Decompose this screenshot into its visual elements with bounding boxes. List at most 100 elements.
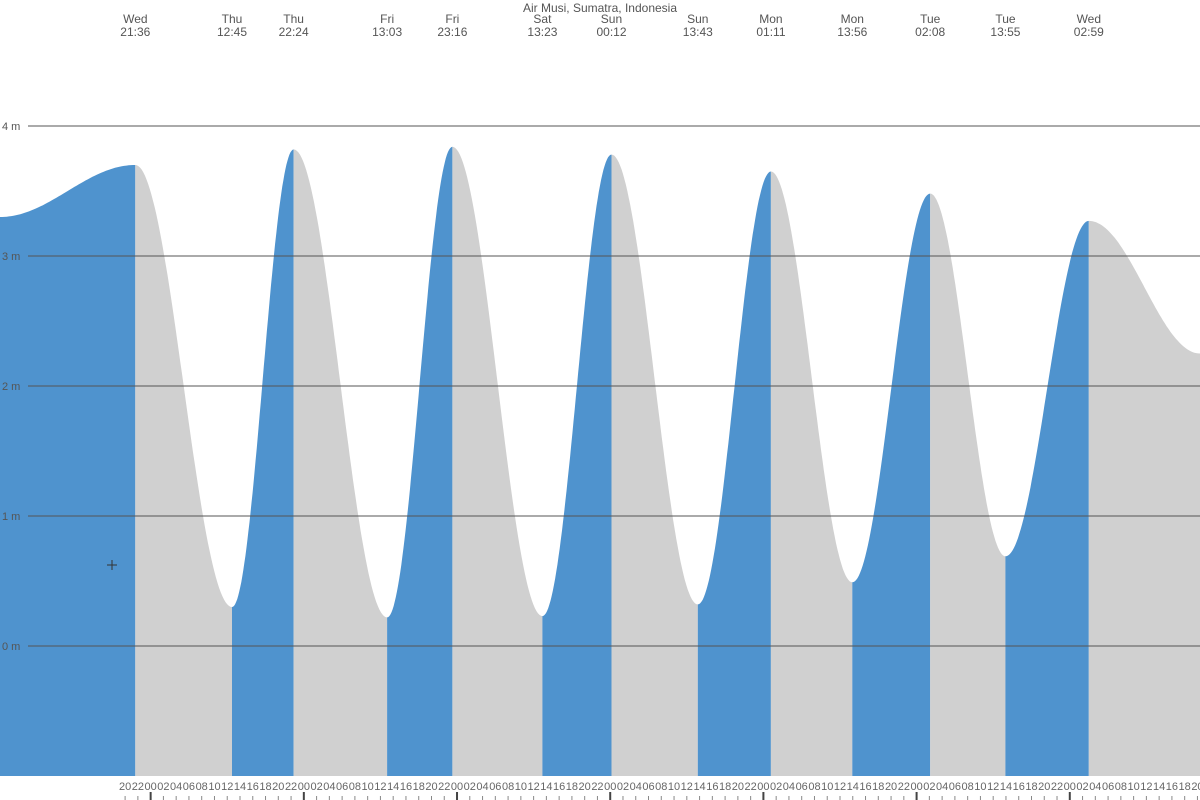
hour-tick-label: 12 — [221, 781, 233, 793]
hour-tick-label: 22 — [438, 781, 450, 793]
extreme-day-label: Wed — [123, 12, 147, 26]
extreme-time-label: 23:16 — [437, 25, 467, 39]
hour-tick-label: 14 — [1000, 781, 1012, 793]
hour-tick-label: 00 — [910, 781, 922, 793]
hour-tick-label: 06 — [949, 781, 961, 793]
y-tick-label: 0 m — [2, 641, 20, 653]
hour-tick-label: 18 — [566, 781, 578, 793]
hour-tick-label: 10 — [974, 781, 986, 793]
hour-tick-label: 12 — [1140, 781, 1152, 793]
hour-tick-label: 10 — [1127, 781, 1139, 793]
hour-tick-label: 18 — [719, 781, 731, 793]
hour-tick-label: 04 — [170, 781, 182, 793]
hour-tick-label: 06 — [489, 781, 501, 793]
hour-tick-label: 18 — [1179, 781, 1191, 793]
hour-tick-label: 14 — [540, 781, 552, 793]
hour-tick-label: 02 — [617, 781, 629, 793]
hour-tick-label: 14 — [387, 781, 399, 793]
extreme-time-label: 00:12 — [596, 25, 626, 39]
hour-tick-label: 20 — [732, 781, 744, 793]
tide-areas — [0, 146, 1200, 777]
extreme-day-label: Sun — [601, 12, 622, 26]
hour-tick-label: 20 — [579, 781, 591, 793]
rising-tide-segment — [387, 146, 453, 777]
hour-tick-label: 16 — [553, 781, 565, 793]
extreme-time-label: 13:55 — [990, 25, 1020, 39]
extreme-day-label: Thu — [283, 12, 304, 26]
hour-tick-label: 08 — [196, 781, 208, 793]
extreme-day-label: Mon — [841, 12, 864, 26]
y-axis-labels: 0 m 1 m 2 m 3 m 4 m — [2, 121, 20, 653]
extreme-time-label: 13:23 — [527, 25, 557, 39]
rising-tide-segment — [1005, 220, 1089, 776]
hour-tick-label: 14 — [693, 781, 705, 793]
hour-tick-label: 08 — [502, 781, 514, 793]
extreme-day-label: Mon — [759, 12, 782, 26]
extreme-labels: Wed21:36Thu12:45Thu22:24Fri13:03Fri23:16… — [120, 12, 1104, 39]
hour-tick-label: 14 — [234, 781, 246, 793]
hour-tick-label: 12 — [527, 781, 539, 793]
hour-tick-label: 22 — [898, 781, 910, 793]
extreme-time-label: 01:11 — [756, 25, 785, 39]
hour-tick-label: 20 — [885, 781, 897, 793]
extreme-day-label: Sun — [687, 12, 708, 26]
hour-tick-label: 20 — [1191, 781, 1200, 793]
hour-tick-label: 06 — [183, 781, 195, 793]
hour-tick-label: 10 — [821, 781, 833, 793]
hour-tick-label: 16 — [859, 781, 871, 793]
falling-tide-segment — [135, 165, 232, 776]
hour-tick-label: 02 — [770, 781, 782, 793]
hour-tick-label: 06 — [796, 781, 808, 793]
hour-tick-label: 20 — [119, 781, 131, 793]
rising-tide-segment — [0, 165, 136, 776]
hour-tick-label: 16 — [706, 781, 718, 793]
y-tick-label: 4 m — [2, 121, 20, 133]
extreme-time-label: 02:08 — [915, 25, 945, 39]
falling-tide-segment — [452, 146, 543, 777]
hour-axis-band — [0, 776, 1200, 800]
extreme-day-label: Sat — [533, 12, 552, 26]
hour-tick-label: 02 — [1076, 781, 1088, 793]
hour-tick-label: 16 — [400, 781, 412, 793]
hour-tick-label: 12 — [834, 781, 846, 793]
rising-tide-segment — [542, 154, 612, 777]
hour-tick-label: 00 — [604, 781, 616, 793]
falling-tide-segment — [930, 193, 1006, 777]
extreme-time-label: 13:56 — [837, 25, 867, 39]
hour-tick-label: 00 — [451, 781, 463, 793]
hour-tick-label: 22 — [745, 781, 757, 793]
hour-tick-label: 18 — [259, 781, 271, 793]
hour-tick-label: 14 — [847, 781, 859, 793]
hour-tick-label: 02 — [310, 781, 322, 793]
falling-tide-segment — [1088, 220, 1200, 776]
hour-tick-label: 22 — [1051, 781, 1063, 793]
hour-tick-label: 20 — [425, 781, 437, 793]
hour-tick-label: 00 — [1064, 781, 1076, 793]
chart-title: Air Musi, Sumatra, Indonesia — [523, 1, 677, 15]
y-tick-label: 3 m — [2, 251, 20, 263]
hour-tick-label: 10 — [362, 781, 374, 793]
hour-tick-label: 14 — [1153, 781, 1165, 793]
hour-tick-label: 04 — [476, 781, 488, 793]
hour-tick-label: 00 — [298, 781, 310, 793]
extreme-time-label: 13:43 — [683, 25, 713, 39]
hour-tick-label: 04 — [936, 781, 948, 793]
hour-tick-label: 18 — [872, 781, 884, 793]
hour-tick-label: 04 — [630, 781, 642, 793]
hour-tick-label: 02 — [464, 781, 476, 793]
hour-tick-label: 08 — [349, 781, 361, 793]
hour-tick-label: 06 — [336, 781, 348, 793]
hour-tick-label: 04 — [1089, 781, 1101, 793]
falling-tide-segment — [293, 149, 388, 776]
rising-tide-segment — [697, 171, 771, 776]
hour-tick-label: 12 — [681, 781, 693, 793]
hour-tick-label: 00 — [757, 781, 769, 793]
hour-tick-label: 22 — [591, 781, 603, 793]
extreme-day-label: Wed — [1077, 12, 1101, 26]
grid-lines — [28, 125, 1200, 647]
hour-tick-label: 04 — [323, 781, 335, 793]
hour-tick-label: 06 — [1102, 781, 1114, 793]
hour-tick-label: 20 — [272, 781, 284, 793]
hour-tick-label: 08 — [962, 781, 974, 793]
